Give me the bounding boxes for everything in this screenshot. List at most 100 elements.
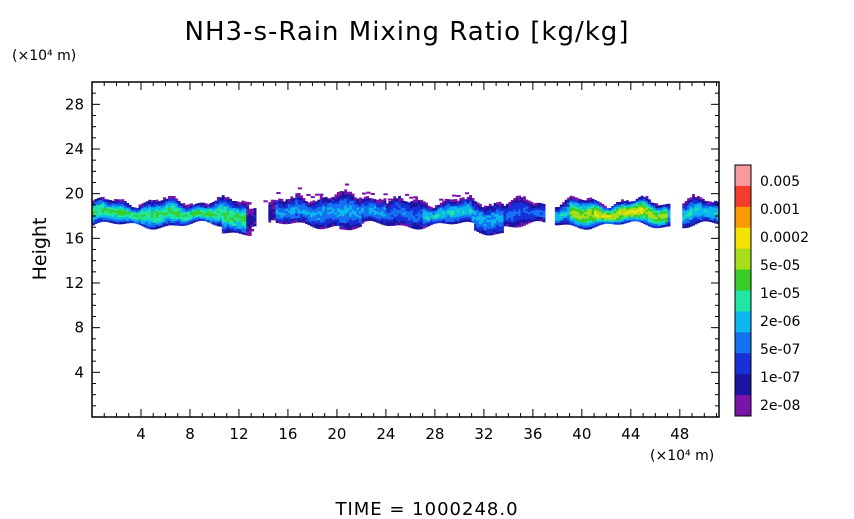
field-cell	[449, 206, 453, 209]
field-cell	[327, 207, 330, 210]
field-cell	[329, 204, 333, 207]
field-cell	[478, 219, 482, 223]
field-cell	[625, 220, 629, 223]
field-cell	[145, 207, 149, 211]
field-cell	[268, 206, 272, 210]
field-cell	[598, 215, 602, 219]
field-cell	[692, 198, 695, 202]
field-cell	[376, 204, 379, 208]
field-cell	[300, 199, 304, 203]
field-cell	[243, 216, 247, 220]
field-cell	[576, 220, 580, 224]
field-cell	[535, 218, 539, 222]
field-cell	[351, 213, 355, 217]
field-cell	[706, 207, 710, 211]
field-cell	[229, 230, 233, 233]
field-cell	[682, 216, 686, 220]
field-cell	[219, 203, 223, 207]
field-cell	[525, 215, 529, 218]
field-cell	[307, 202, 311, 206]
field-cell	[209, 216, 213, 220]
field-cell	[498, 228, 502, 232]
field-cell	[133, 207, 137, 211]
field-cell	[625, 204, 629, 208]
field-cell	[241, 209, 245, 213]
field-cell	[422, 205, 426, 209]
field-cell	[429, 213, 433, 217]
field-cell	[412, 210, 416, 214]
field-cell	[452, 208, 455, 211]
field-cell	[302, 207, 306, 210]
field-cell	[665, 210, 668, 214]
field-cell	[128, 209, 132, 212]
field-cell	[557, 209, 561, 212]
field-cell	[660, 207, 664, 210]
field-cell	[564, 199, 568, 203]
field-cell	[207, 217, 210, 221]
field-cell	[625, 209, 629, 212]
field-cell	[491, 207, 495, 211]
field-cell	[589, 226, 593, 230]
field-cell	[665, 204, 668, 207]
field-cell	[579, 221, 583, 225]
field-cell	[540, 209, 544, 213]
field-cell	[358, 197, 362, 201]
field-cell	[464, 214, 468, 218]
field-cell	[140, 203, 144, 207]
field-cell	[292, 220, 296, 224]
field-cell	[96, 218, 100, 221]
field-cell	[280, 221, 284, 224]
field-cell	[172, 204, 176, 208]
field-cell	[476, 220, 480, 223]
field-cell	[153, 206, 157, 210]
field-cell	[584, 227, 588, 230]
field-cell	[216, 219, 220, 222]
field-cell	[496, 217, 499, 221]
field-cell	[319, 211, 323, 214]
field-cell	[474, 207, 477, 211]
field-cell	[243, 207, 247, 211]
field-cell	[165, 218, 169, 222]
field-cell	[307, 213, 311, 217]
field-cell	[461, 197, 465, 200]
field-cell	[523, 207, 526, 211]
field-cell	[376, 215, 379, 219]
field-cell	[684, 200, 688, 204]
field-cell	[283, 203, 286, 207]
field-cell	[371, 218, 375, 222]
field-cell	[689, 215, 693, 218]
field-cell	[505, 210, 509, 214]
field-cell	[645, 198, 649, 201]
field-cell	[383, 211, 387, 215]
field-cell	[268, 208, 272, 212]
field-cell	[527, 211, 531, 215]
field-cell	[618, 204, 622, 207]
field-cell	[278, 202, 281, 206]
field-cell	[243, 221, 247, 225]
field-cell	[422, 216, 426, 220]
field-cell	[307, 206, 311, 210]
field-cell	[226, 203, 230, 207]
field-cell	[567, 219, 570, 223]
field-cell	[508, 210, 512, 214]
colorbar-label: 2e-08	[760, 398, 800, 414]
field-cell	[486, 212, 490, 216]
field-cell	[104, 199, 108, 202]
field-cell	[283, 221, 286, 225]
field-cell	[655, 218, 659, 222]
field-cell	[572, 218, 575, 222]
field-cell	[334, 221, 338, 224]
field-cell	[349, 198, 353, 202]
field-cell	[454, 221, 458, 224]
field-cell	[635, 203, 639, 206]
field-cell	[236, 219, 240, 222]
field-cell	[456, 207, 460, 211]
field-cell	[287, 198, 291, 202]
field-cell	[422, 203, 426, 207]
field-cell	[505, 212, 509, 216]
field-cell	[461, 206, 465, 209]
field-cell	[295, 219, 299, 223]
field-cell	[618, 208, 622, 212]
field-cell	[449, 208, 453, 211]
field-cell	[667, 212, 671, 216]
